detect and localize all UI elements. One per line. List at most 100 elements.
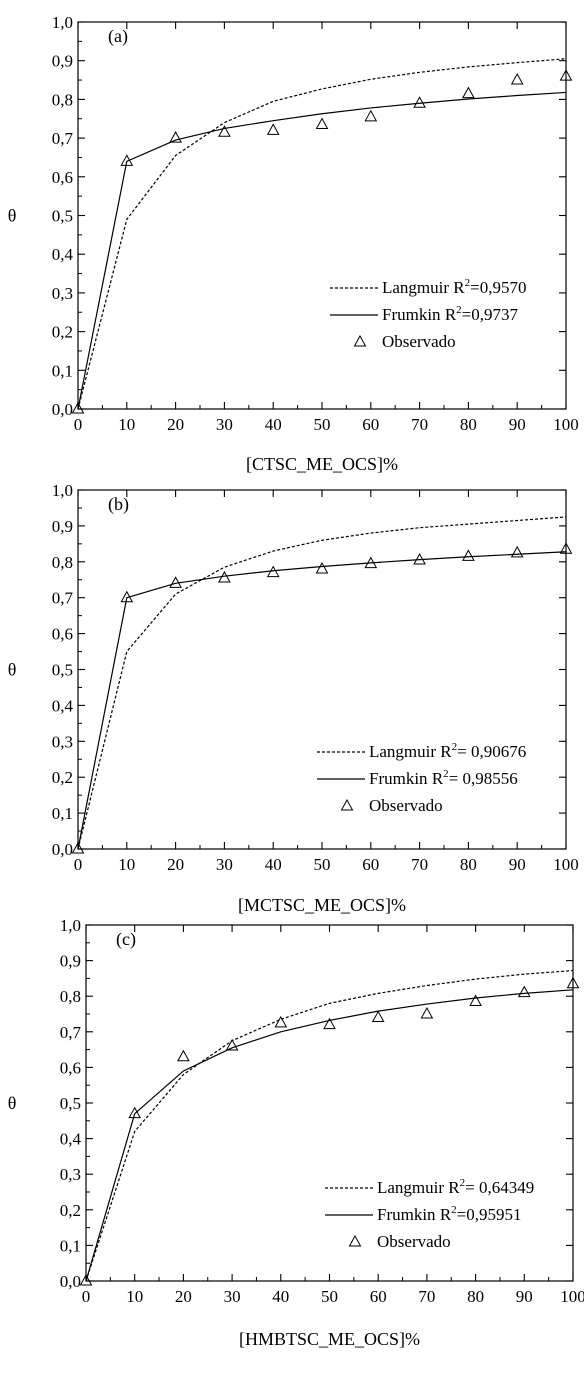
data-point-observado bbox=[510, 73, 524, 85]
data-point-observado bbox=[364, 556, 378, 569]
legend-r2-value: =0,9737 bbox=[462, 305, 519, 324]
y-tick-label: 0,0 bbox=[52, 400, 73, 419]
legend-superscript: 2 bbox=[451, 1204, 457, 1216]
y-tick-label: 0,8 bbox=[52, 90, 73, 109]
y-tick-label: 0,4 bbox=[52, 245, 74, 264]
x-tick-label: 10 bbox=[118, 855, 135, 874]
legend-r-symbol: R bbox=[428, 769, 444, 788]
legend-series-name: Langmuir bbox=[377, 1178, 444, 1197]
data-point-observado bbox=[218, 125, 231, 137]
x-tick-label: 20 bbox=[167, 855, 184, 874]
x-axis-label: [HMBTSC_ME_OCS]% bbox=[239, 1329, 420, 1349]
x-tick-label: 40 bbox=[272, 1287, 289, 1306]
y-tick-label: 0,7 bbox=[52, 589, 74, 608]
x-tick-label: 20 bbox=[175, 1287, 192, 1306]
data-point-observado bbox=[218, 570, 231, 583]
chart-panel-c: 0 10 20 30 40 50 60 70 80 90 100 0,0 0,1 0,2 0,3 0,4 0,5… bbox=[8, 916, 584, 1349]
y-tick-label: 0,8 bbox=[60, 987, 81, 1006]
legend-series-name: Langmuir bbox=[369, 742, 436, 761]
legend-series-name: Langmuir bbox=[382, 278, 449, 297]
legend-superscript: 2 bbox=[460, 1177, 466, 1189]
legend: Langmuir R2= 0,64349 Frumkin R2=0,95951 Ob… bbox=[325, 1177, 534, 1251]
data-point-observado bbox=[120, 154, 134, 166]
series-line-langmuir bbox=[85, 969, 574, 1282]
panel-label: (b) bbox=[108, 494, 129, 515]
legend-label-frumkin: Frumkin R2= 0,98556 bbox=[369, 768, 518, 788]
x-tick-label: 60 bbox=[362, 855, 379, 874]
data-point-observado bbox=[517, 985, 531, 998]
legend-r-symbol: R bbox=[441, 305, 457, 324]
y-tick-label: 0,5 bbox=[60, 1094, 81, 1113]
legend-marker-observado bbox=[348, 1234, 362, 1247]
data-point-observado bbox=[128, 1106, 142, 1119]
legend-label-frumkin: Frumkin R2=0,95951 bbox=[377, 1204, 522, 1224]
data-point-observado bbox=[71, 401, 85, 414]
y-tick-label: 0,9 bbox=[60, 952, 81, 971]
legend-marker-observado bbox=[353, 334, 367, 347]
x-tick-label: 50 bbox=[314, 855, 331, 874]
legend-r2-value: =0,95951 bbox=[457, 1205, 522, 1224]
x-tick-label: 60 bbox=[362, 415, 379, 434]
data-point-observado bbox=[559, 542, 573, 554]
y-tick-label: 0,5 bbox=[52, 207, 73, 226]
x-tick-label: 20 bbox=[167, 415, 184, 434]
data-point-observado bbox=[79, 1273, 93, 1286]
legend-marker-observado bbox=[340, 798, 354, 811]
series-line-frumkin bbox=[77, 551, 567, 850]
data-point-observado bbox=[462, 549, 475, 561]
legend-label-langmuir: Langmuir R2=0,9570 bbox=[382, 277, 526, 297]
legend-label-observado: Observado bbox=[382, 332, 456, 351]
y-axis-label: θ bbox=[8, 1093, 17, 1113]
plot-frame bbox=[77, 21, 567, 410]
chart-panel-a: 0 10 20 30 40 50 60 70 80 90 100 0,0 0,1 0,2 0,3 0,4 0,5… bbox=[8, 13, 579, 474]
x-tick-label: 30 bbox=[216, 415, 233, 434]
data-point-observado bbox=[177, 1049, 190, 1062]
legend-series-name: Frumkin bbox=[382, 305, 441, 324]
x-axis-label: [MCTSC_ME_OCS]% bbox=[238, 895, 406, 915]
x-tick-label: 0 bbox=[82, 1287, 91, 1306]
data-point-observado bbox=[413, 96, 426, 108]
x-tick-label: 60 bbox=[370, 1287, 387, 1306]
x-tick-label: 30 bbox=[216, 855, 233, 874]
data-point-observado bbox=[371, 1010, 385, 1023]
data-point-observado bbox=[274, 1015, 288, 1028]
x-tick-label: 40 bbox=[265, 415, 282, 434]
y-tick-label: 0,3 bbox=[52, 732, 73, 751]
x-tick-label: 30 bbox=[224, 1287, 241, 1306]
y-tick-label: 0,6 bbox=[52, 625, 73, 644]
data-point-observado bbox=[266, 565, 280, 578]
data-point-observado bbox=[413, 552, 426, 565]
y-tick-label: 0,3 bbox=[52, 284, 73, 303]
data-point-observado bbox=[71, 841, 85, 854]
y-tick-label: 0,5 bbox=[52, 661, 73, 680]
legend-superscript: 2 bbox=[443, 768, 449, 780]
legend-r2-value: = 0,90676 bbox=[457, 742, 526, 761]
legend-label-observado: Observado bbox=[377, 1232, 451, 1251]
data-point-observado bbox=[364, 109, 378, 122]
series-line-frumkin bbox=[85, 989, 574, 1282]
data-point-observado bbox=[315, 561, 329, 574]
x-tick-label: 80 bbox=[460, 855, 477, 874]
y-tick-label: 0,7 bbox=[52, 129, 74, 148]
x-tick-label: 100 bbox=[560, 1287, 584, 1306]
legend-label-langmuir: Langmuir R2= 0,64349 bbox=[377, 1177, 534, 1197]
panel-label: (c) bbox=[116, 929, 136, 950]
x-tick-label: 70 bbox=[411, 415, 428, 434]
legend-superscript: 2 bbox=[456, 304, 462, 316]
data-point-observado bbox=[225, 1039, 239, 1051]
panel-label: (a) bbox=[108, 26, 128, 47]
x-tick-label: 80 bbox=[467, 1287, 484, 1306]
data-point-observado bbox=[169, 131, 182, 143]
y-tick-label: 0,2 bbox=[52, 768, 73, 787]
y-tick-label: 1,0 bbox=[52, 481, 73, 500]
y-tick-label: 0,1 bbox=[60, 1236, 81, 1255]
x-tick-label: 70 bbox=[418, 1287, 435, 1306]
series-line-langmuir bbox=[77, 516, 567, 850]
plot-frame bbox=[85, 924, 574, 1282]
chart-panel-b: 0 10 20 30 40 50 60 70 80 90 100 0,0 0,1 0,2 0,3 0,4 0,5… bbox=[8, 481, 579, 915]
data-point-observado bbox=[469, 994, 482, 1007]
y-tick-label: 0,9 bbox=[52, 52, 73, 71]
legend-r-symbol: R bbox=[444, 1178, 460, 1197]
legend-label-observado: Observado bbox=[369, 796, 443, 815]
y-tick-label: 0,6 bbox=[60, 1058, 81, 1077]
